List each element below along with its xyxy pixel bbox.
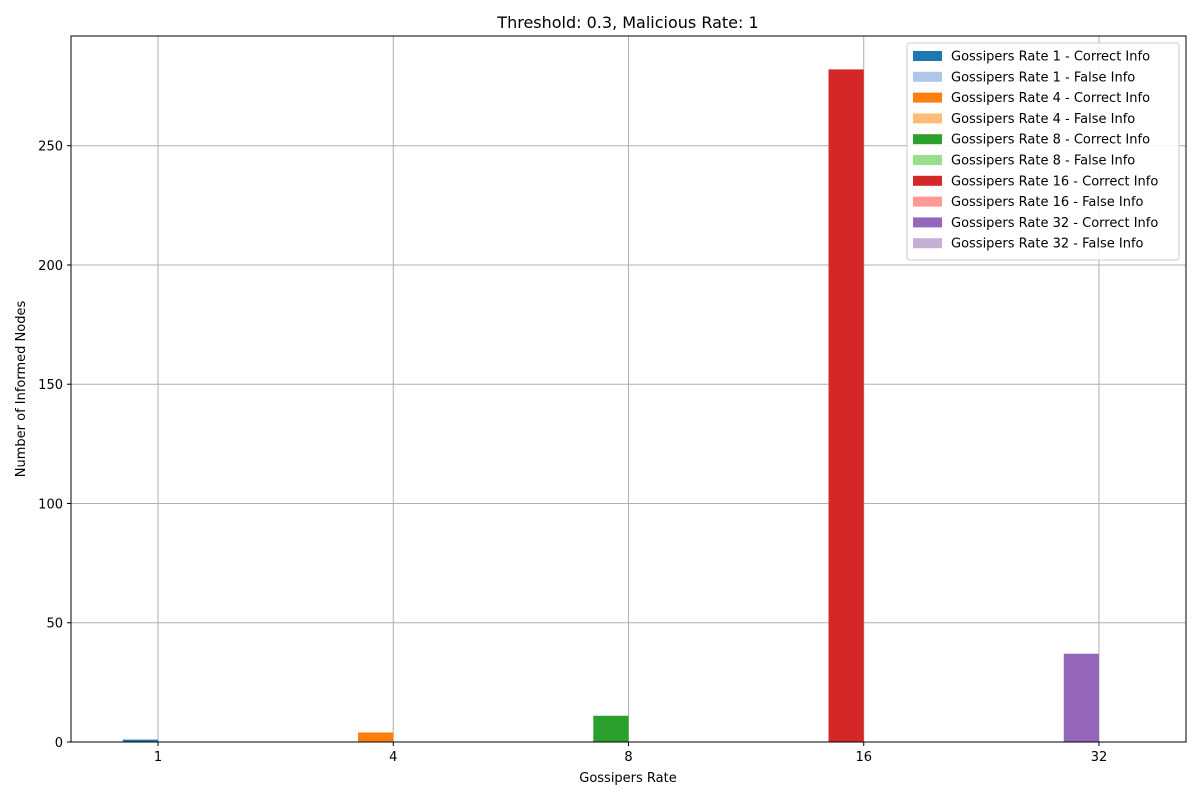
y-tick-label: 50 [46, 617, 63, 632]
legend-label: Gossipers Rate 8 - Correct Info [951, 133, 1150, 148]
y-tick-label: 200 [38, 259, 63, 274]
legend-label: Gossipers Rate 1 - False Info [951, 70, 1135, 85]
x-tick-label: 32 [1091, 750, 1108, 765]
legend-label: Gossipers Rate 32 - False Info [951, 237, 1144, 252]
x-tick-label: 16 [855, 750, 872, 765]
bars [122, 69, 1099, 742]
y-axis-title: Number of Informed Nodes [14, 301, 29, 478]
x-tick-label: 1 [154, 750, 162, 765]
bar-4-correct [358, 732, 394, 742]
legend-swatch [913, 92, 942, 103]
legend-swatch [913, 134, 942, 145]
legend-box [906, 42, 1180, 261]
legend-swatch [913, 196, 942, 207]
legend-label: Gossipers Rate 4 - Correct Info [951, 91, 1150, 106]
legend-swatch [913, 51, 942, 61]
legend-label: Gossipers Rate 32 - Correct Info [951, 216, 1158, 231]
chart-title: Threshold: 0.3, Malicious Rate: 1 [496, 13, 758, 32]
legend-swatch [913, 175, 942, 186]
y-tick-label: 100 [38, 497, 63, 512]
y-tick-label: 0 [55, 736, 63, 751]
legend-label: Gossipers Rate 8 - False Info [951, 154, 1135, 169]
bar-1-correct [122, 739, 159, 742]
legend-label: Gossipers Rate 4 - False Info [951, 112, 1135, 127]
legend-swatch [913, 113, 942, 124]
legend: Gossipers Rate 1 - Correct Info Gossipers… [906, 42, 1180, 261]
bar-16-correct [828, 69, 864, 742]
x-tick-label: 4 [389, 750, 397, 765]
legend-label: Gossipers Rate 16 - False Info [951, 195, 1144, 210]
x-tick-label: 8 [624, 750, 632, 765]
legend-swatch [913, 71, 942, 82]
legend-swatch [913, 238, 942, 249]
y-tick-label: 150 [38, 378, 63, 393]
bar-8-correct [593, 715, 629, 742]
axis-ticks: 1 4 8 16 32 0 50 100 150 200 250 [38, 140, 1107, 765]
legend-swatch [913, 217, 942, 228]
legend-label: Gossipers Rate 1 - Correct Info [951, 50, 1150, 65]
y-tick-label: 250 [38, 140, 63, 155]
bar-32-correct [1063, 653, 1099, 742]
legend-swatch [913, 155, 942, 165]
x-axis-title: Gossipers Rate [579, 771, 677, 786]
legend-label: Gossipers Rate 16 - Correct Info [951, 174, 1158, 189]
